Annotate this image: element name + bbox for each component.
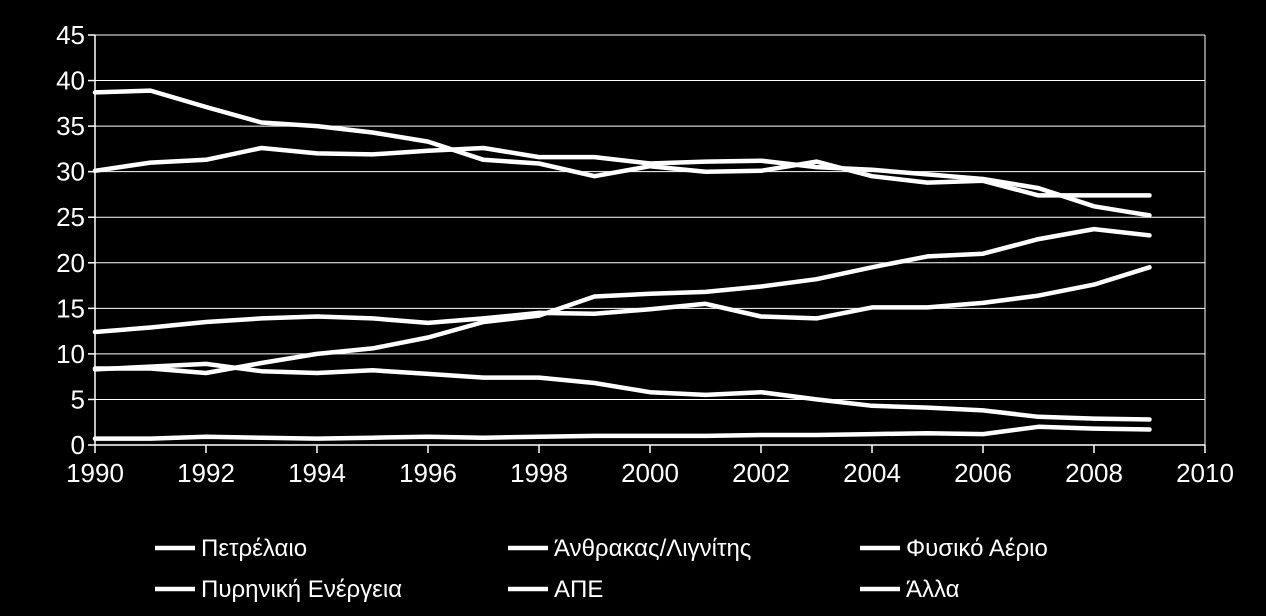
y-tick-label-30: 30 bbox=[56, 157, 85, 187]
legend-label-5: ΑΠΕ bbox=[554, 576, 603, 603]
y-tick-label-25: 25 bbox=[56, 202, 85, 232]
x-tick-label-2006: 2006 bbox=[954, 458, 1012, 488]
x-tick-label-2008: 2008 bbox=[1065, 458, 1123, 488]
series-line-5 bbox=[92, 361, 1152, 422]
legend-label-6: Άλλα bbox=[906, 576, 960, 603]
series-line-6 bbox=[92, 424, 1152, 441]
tick-labels: 0 5 10 15 20 25 30 35 40 45 1990 1992 1994 1996 1998 20… bbox=[56, 20, 1234, 488]
y-tick-label-45: 45 bbox=[56, 20, 85, 50]
y-tick-label-20: 20 bbox=[56, 248, 85, 278]
x-tick-label-1992: 1992 bbox=[177, 458, 235, 488]
series-lines bbox=[92, 88, 1152, 441]
x-tick-label-1990: 1990 bbox=[66, 458, 124, 488]
series-line-1 bbox=[92, 88, 1152, 198]
x-tick-label-2010: 2010 bbox=[1176, 458, 1234, 488]
x-tick-label-2004: 2004 bbox=[843, 458, 901, 488]
x-tick-label-2000: 2000 bbox=[621, 458, 679, 488]
x-tick-label-1994: 1994 bbox=[288, 458, 346, 488]
grid-lines bbox=[95, 34, 1206, 445]
legend-label-3: Φυσικό Αέριο bbox=[906, 535, 1048, 562]
legend-label-1: Πετρέλαιο bbox=[201, 535, 307, 562]
series-line-2 bbox=[92, 145, 1152, 218]
y-tick-label-35: 35 bbox=[56, 111, 85, 141]
y-tick-label-0: 0 bbox=[71, 430, 85, 460]
series-line-3 bbox=[92, 226, 1152, 376]
x-tick-label-1998: 1998 bbox=[510, 458, 568, 488]
legend-label-4: Πυρηνική Ενέργεια bbox=[201, 576, 402, 603]
legend: Πετρέλαιο Άνθρακας/Λιγνίτης Φυσικό Αέριο Πυ… bbox=[155, 535, 1048, 603]
y-tick-label-5: 5 bbox=[71, 384, 85, 414]
y-tick-label-10: 10 bbox=[56, 339, 85, 369]
y-tick-label-40: 40 bbox=[56, 66, 85, 96]
series-line-4 bbox=[92, 265, 1152, 335]
y-tick-label-15: 15 bbox=[56, 293, 85, 323]
axes bbox=[88, 34, 1206, 453]
x-tick-label-2002: 2002 bbox=[732, 458, 790, 488]
legend-label-2: Άνθρακας/Λιγνίτης bbox=[554, 535, 751, 562]
x-tick-label-1996: 1996 bbox=[399, 458, 457, 488]
